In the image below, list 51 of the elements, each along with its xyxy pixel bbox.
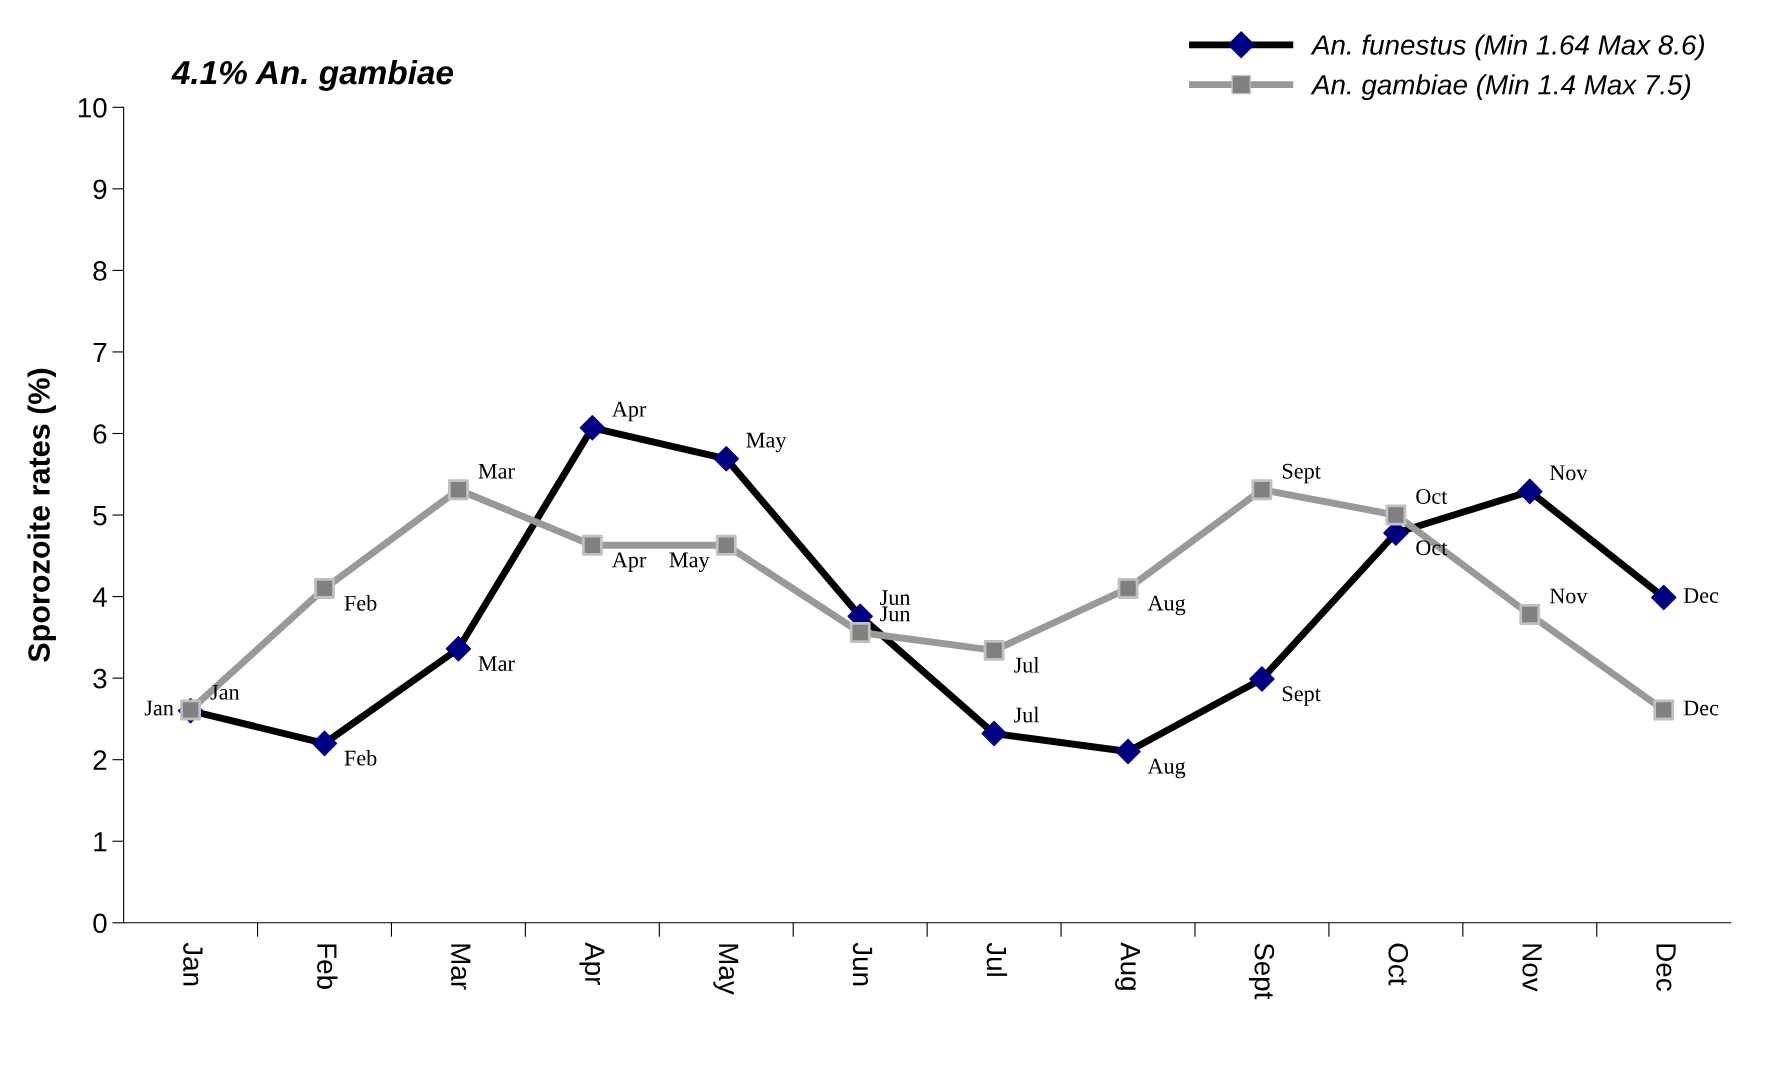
data-label: Nov: [1549, 588, 1588, 604]
x-tick-label: Nov: [1522, 944, 1542, 992]
data-label: May: [669, 552, 710, 572]
data-label: Sept: [1282, 463, 1321, 484]
data-label: Jul: [1014, 706, 1040, 723]
x-tick-label: Oct: [1388, 943, 1409, 986]
x-tick-label: Sept: [1249, 943, 1275, 1000]
data-label: Jun: [880, 590, 911, 606]
data-label: Oct: [1416, 540, 1448, 556]
data-label: Oct: [1416, 489, 1448, 504]
y-tick-label: 7: [93, 342, 107, 363]
data-label: Dec: [1683, 588, 1719, 603]
data-label: Apr: [612, 552, 647, 572]
data-label: Sept: [1282, 686, 1321, 706]
data-label: Feb: [344, 595, 377, 611]
data-label: Jan: [144, 700, 174, 716]
data-label: Mar: [478, 463, 515, 479]
x-tick-label: Jan: [183, 942, 203, 986]
data-label: Aug: [1147, 758, 1186, 779]
y-tick-label: 5: [93, 505, 107, 526]
x-tick-label: Mar: [450, 944, 471, 990]
data-label: Feb: [344, 749, 377, 766]
x-tick-label: Jul: [986, 942, 1008, 976]
data-label: Jul: [1014, 657, 1040, 673]
data-label: Dec: [1683, 700, 1719, 716]
x-tick-label: Feb: [317, 944, 338, 989]
y-tick-label: 1: [94, 832, 107, 852]
x-tick-label: May: [713, 944, 739, 995]
y-tick-label: 8: [93, 261, 107, 281]
data-label: Mar: [478, 656, 515, 672]
data-label: Apr: [612, 401, 647, 422]
x-tick-label: Jun: [852, 942, 873, 986]
y-tick-label: 4: [92, 587, 107, 607]
y-tick-label: 6: [93, 424, 107, 444]
x-tick-label: Dec: [1656, 944, 1676, 991]
y-tick-label: 3: [93, 668, 107, 689]
y-tick-label: 10: [78, 97, 107, 118]
y-axis-title: Sporozoite rates (%): [27, 368, 56, 662]
x-tick-label: Aug: [1115, 942, 1140, 990]
y-tick-label: 0: [93, 913, 107, 934]
legend-label: An. gambiae (Min 1.4 Max 7.5): [1310, 74, 1691, 101]
legend-label: An. funestus (Min 1.64 Max 8.6): [1310, 34, 1705, 61]
data-label: Jun: [880, 606, 911, 622]
data-label: Nov: [1549, 465, 1588, 481]
chart-title: 4.1% An. gambiae: [171, 59, 454, 91]
x-tick-label: Apr: [579, 942, 605, 985]
y-tick-label: 9: [93, 179, 107, 200]
y-tick-label: 2: [93, 750, 107, 770]
data-label: Jan: [210, 684, 240, 700]
data-label: Aug: [1147, 595, 1186, 616]
data-label: May: [746, 432, 787, 453]
